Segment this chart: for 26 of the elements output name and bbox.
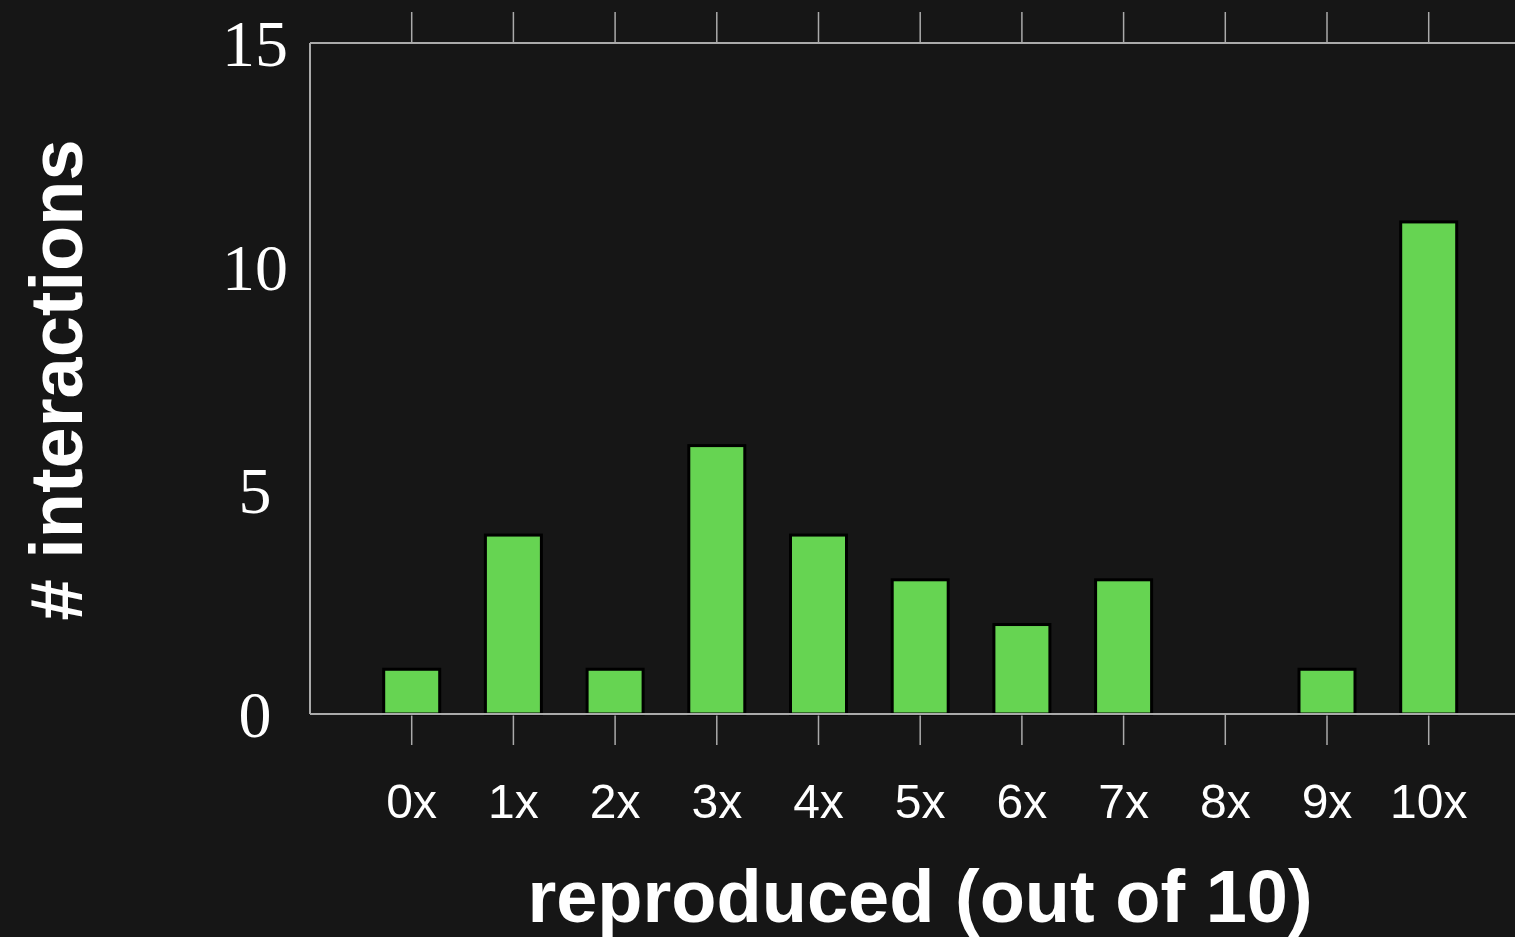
bar [890,578,950,716]
x-tick-label: 7x [1098,775,1149,828]
y-tick-label: 10 [222,230,288,304]
y-tick-label: 5 [238,454,272,528]
x-tick-label: 0x [386,775,438,828]
x-tick-label: 4x [793,775,844,828]
x-tick-label: 2x [589,775,641,828]
bar [1297,667,1357,716]
x-tick-label: 3x [691,775,743,828]
bar [585,667,645,716]
bar [992,623,1052,716]
x-tick-label: 5x [894,775,946,828]
bar [483,533,543,716]
x-tick-label: 9x [1301,775,1353,828]
y-tick-label: 15 [222,7,288,81]
bar [789,533,848,716]
bar [1094,578,1154,716]
x-tick-label: 1x [488,775,539,828]
x-tick-label: 8x [1199,775,1251,828]
bar [1399,220,1459,716]
y-tick-label: 0 [238,678,272,752]
x-tick-label: 10x [1390,775,1468,828]
y-axis-title: # interactions [15,139,98,621]
bar [382,667,442,716]
x-tick-label: 6x [996,775,1048,828]
bar [687,444,747,716]
